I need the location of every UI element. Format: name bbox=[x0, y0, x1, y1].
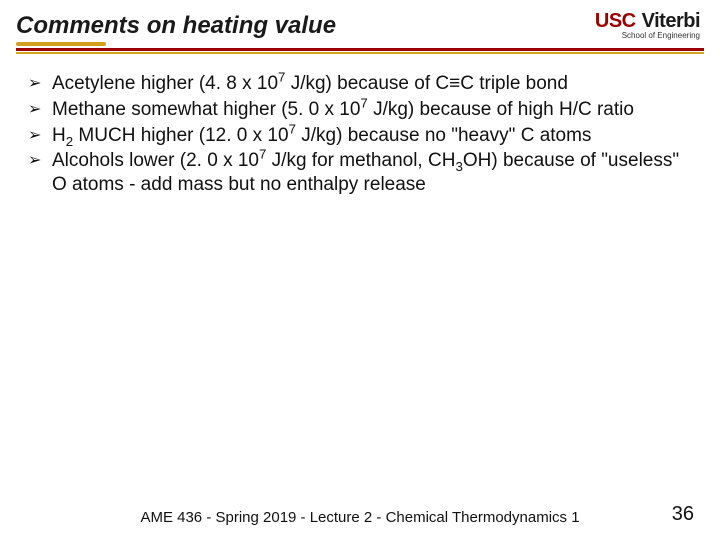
bullet-glyph-icon: ➢ bbox=[28, 124, 52, 146]
logo-usc-text: USC bbox=[595, 10, 636, 33]
header-divider-red bbox=[16, 48, 704, 51]
bullet-item: ➢Acetylene higher (4. 8 x 107 J/kg) beca… bbox=[28, 72, 692, 96]
bullet-item: ➢Alcohols lower (2. 0 x 107 J/kg for met… bbox=[28, 149, 692, 197]
page-number: 36 bbox=[672, 503, 694, 526]
slide-header: Comments on heating value USC Viterbi Sc… bbox=[0, 0, 720, 44]
logo-subtitle: School of Engineering bbox=[622, 31, 700, 40]
bullet-glyph-icon: ➢ bbox=[28, 149, 52, 171]
bullet-text: H2 MUCH higher (12. 0 x 107 J/kg) becaus… bbox=[52, 124, 692, 148]
bullet-glyph-icon: ➢ bbox=[28, 98, 52, 120]
title-underline-stub bbox=[16, 42, 106, 46]
logo: USC Viterbi School of Engineering bbox=[595, 10, 700, 40]
bullet-item: ➢H2 MUCH higher (12. 0 x 107 J/kg) becau… bbox=[28, 124, 692, 148]
bullet-text: Acetylene higher (4. 8 x 107 J/kg) becau… bbox=[52, 72, 692, 96]
logo-row: USC Viterbi bbox=[595, 10, 700, 33]
bullet-text: Alcohols lower (2. 0 x 107 J/kg for meth… bbox=[52, 149, 692, 197]
slide-content: ➢Acetylene higher (4. 8 x 107 J/kg) beca… bbox=[0, 54, 720, 197]
footer-text: AME 436 - Spring 2019 - Lecture 2 - Chem… bbox=[140, 509, 579, 526]
logo-viterbi-text: Viterbi bbox=[642, 10, 700, 33]
bullet-item: ➢Methane somewhat higher (5. 0 x 107 J/k… bbox=[28, 98, 692, 122]
bullet-glyph-icon: ➢ bbox=[28, 72, 52, 94]
slide-title: Comments on heating value bbox=[16, 12, 595, 40]
slide-footer: AME 436 - Spring 2019 - Lecture 2 - Chem… bbox=[0, 509, 720, 526]
bullet-text: Methane somewhat higher (5. 0 x 107 J/kg… bbox=[52, 98, 692, 122]
